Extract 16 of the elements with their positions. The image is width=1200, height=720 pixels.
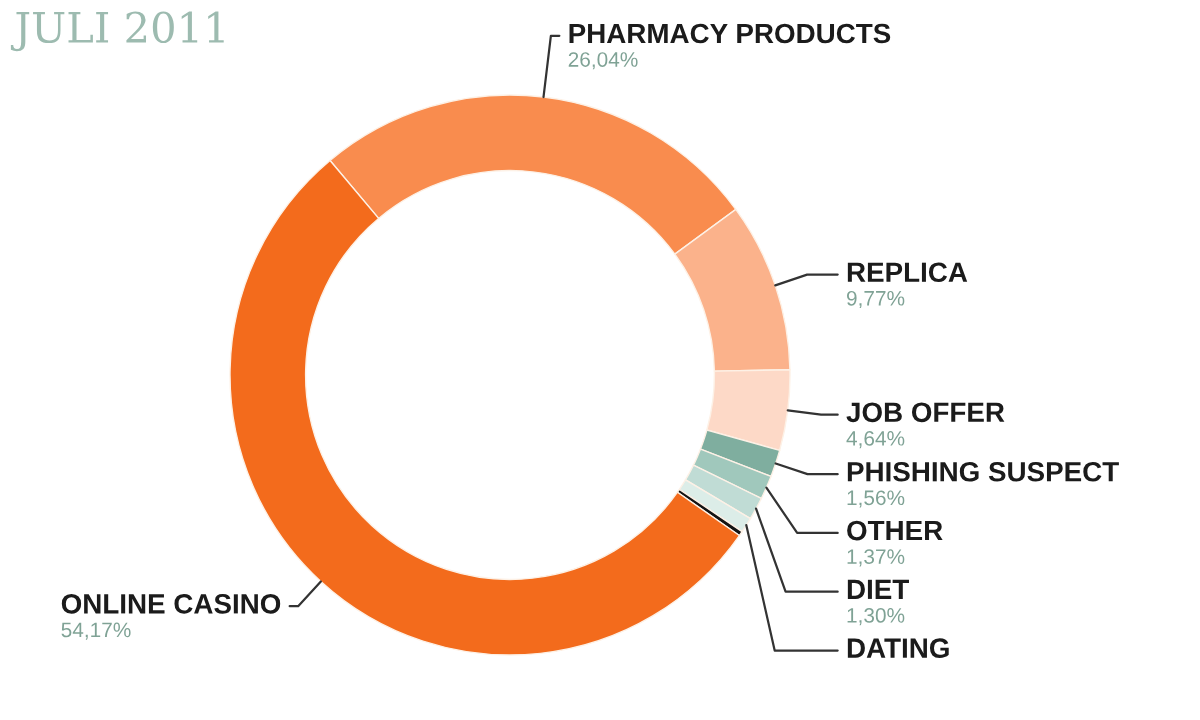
slice-label: DATING	[847, 638, 949, 658]
data-label: 1,56%	[847, 490, 905, 508]
data-label: 26,04%	[568, 52, 638, 70]
slice-label: PHISHING SUSPECT	[847, 461, 1119, 482]
data-label: 9,77%	[846, 290, 905, 309]
slice-label: ONLINE CASINO	[61, 594, 281, 614]
slice-label: PHARMACY PRODUCTS	[569, 23, 891, 44]
chart-title: JULI 2011	[10, 11, 224, 52]
data-label: 1,30%	[847, 608, 905, 626]
slice-label: JOB OFFER	[846, 402, 1005, 423]
data-label: 4,64%	[846, 430, 905, 449]
slice-label: OTHER	[847, 520, 943, 541]
slice-label: DIET	[847, 579, 909, 599]
slice-label: REPLICA	[847, 262, 968, 283]
data-label: 54,17%	[61, 622, 131, 640]
data-label: 1,37%	[847, 549, 905, 567]
